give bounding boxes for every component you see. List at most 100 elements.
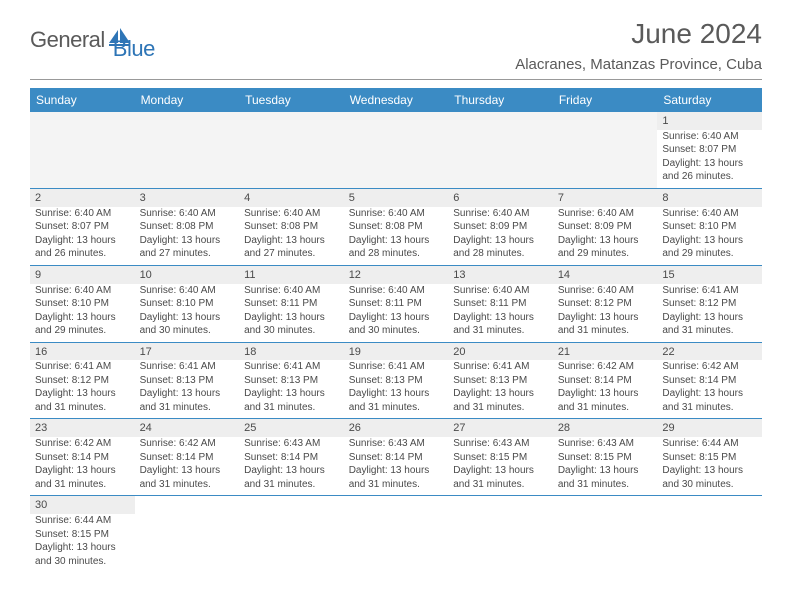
day-number: 13 (448, 266, 553, 284)
daylight-line: Daylight: 13 hours and 31 minutes. (558, 311, 653, 338)
day-details: Sunrise: 6:40 AMSunset: 8:09 PMDaylight:… (558, 207, 653, 261)
calendar-day-cell: 20Sunrise: 6:41 AMSunset: 8:13 PMDayligh… (448, 342, 553, 419)
sunset-line: Sunset: 8:13 PM (244, 374, 339, 388)
calendar-week-row: 30Sunrise: 6:44 AMSunset: 8:15 PMDayligh… (30, 496, 762, 572)
sunset-line: Sunset: 8:15 PM (35, 528, 130, 542)
day-details: Sunrise: 6:40 AMSunset: 8:10 PMDaylight:… (35, 284, 130, 338)
sunrise-line: Sunrise: 6:40 AM (662, 130, 757, 144)
weekday-header: Saturday (657, 88, 762, 112)
sunrise-line: Sunrise: 6:40 AM (349, 284, 444, 298)
day-number: 22 (657, 343, 762, 361)
sunrise-line: Sunrise: 6:40 AM (453, 284, 548, 298)
calendar-day-cell: 28Sunrise: 6:43 AMSunset: 8:15 PMDayligh… (553, 419, 658, 496)
sunset-line: Sunset: 8:14 PM (558, 374, 653, 388)
sunset-line: Sunset: 8:13 PM (453, 374, 548, 388)
daylight-line: Daylight: 13 hours and 31 minutes. (453, 311, 548, 338)
weekday-header: Thursday (448, 88, 553, 112)
day-details: Sunrise: 6:44 AMSunset: 8:15 PMDaylight:… (662, 437, 757, 491)
daylight-line: Daylight: 13 hours and 31 minutes. (140, 387, 235, 414)
calendar-day-cell (553, 112, 658, 188)
calendar-day-cell: 12Sunrise: 6:40 AMSunset: 8:11 PMDayligh… (344, 265, 449, 342)
sunset-line: Sunset: 8:14 PM (349, 451, 444, 465)
daylight-line: Daylight: 13 hours and 29 minutes. (35, 311, 130, 338)
daylight-line: Daylight: 13 hours and 26 minutes. (662, 157, 757, 184)
sunrise-line: Sunrise: 6:41 AM (662, 284, 757, 298)
daylight-line: Daylight: 13 hours and 31 minutes. (662, 311, 757, 338)
daylight-line: Daylight: 13 hours and 31 minutes. (244, 464, 339, 491)
day-number: 12 (344, 266, 449, 284)
day-number: 14 (553, 266, 658, 284)
weekday-header: Monday (135, 88, 240, 112)
calendar-day-cell (239, 112, 344, 188)
day-number: 29 (657, 419, 762, 437)
daylight-line: Daylight: 13 hours and 30 minutes. (662, 464, 757, 491)
calendar-day-cell: 1Sunrise: 6:40 AMSunset: 8:07 PMDaylight… (657, 112, 762, 188)
daylight-line: Daylight: 13 hours and 31 minutes. (453, 464, 548, 491)
day-number: 9 (30, 266, 135, 284)
header-divider (30, 79, 762, 80)
calendar-day-cell: 15Sunrise: 6:41 AMSunset: 8:12 PMDayligh… (657, 265, 762, 342)
day-details: Sunrise: 6:43 AMSunset: 8:14 PMDaylight:… (349, 437, 444, 491)
day-number: 11 (239, 266, 344, 284)
day-number: 18 (239, 343, 344, 361)
calendar-day-cell: 4Sunrise: 6:40 AMSunset: 8:08 PMDaylight… (239, 188, 344, 265)
sunrise-line: Sunrise: 6:40 AM (244, 207, 339, 221)
sunrise-line: Sunrise: 6:40 AM (349, 207, 444, 221)
calendar-day-cell: 26Sunrise: 6:43 AMSunset: 8:14 PMDayligh… (344, 419, 449, 496)
daylight-line: Daylight: 13 hours and 31 minutes. (662, 387, 757, 414)
daylight-line: Daylight: 13 hours and 30 minutes. (244, 311, 339, 338)
day-number: 4 (239, 189, 344, 207)
daylight-line: Daylight: 13 hours and 26 minutes. (35, 234, 130, 261)
day-number: 20 (448, 343, 553, 361)
sunrise-line: Sunrise: 6:40 AM (453, 207, 548, 221)
daylight-line: Daylight: 13 hours and 31 minutes. (453, 387, 548, 414)
daylight-line: Daylight: 13 hours and 31 minutes. (558, 464, 653, 491)
daylight-line: Daylight: 13 hours and 29 minutes. (662, 234, 757, 261)
sunrise-line: Sunrise: 6:42 AM (35, 437, 130, 451)
day-details: Sunrise: 6:40 AMSunset: 8:08 PMDaylight:… (244, 207, 339, 261)
day-number: 15 (657, 266, 762, 284)
calendar-body: 1Sunrise: 6:40 AMSunset: 8:07 PMDaylight… (30, 112, 762, 572)
calendar-day-cell (135, 112, 240, 188)
day-number: 5 (344, 189, 449, 207)
sunset-line: Sunset: 8:10 PM (662, 220, 757, 234)
sunset-line: Sunset: 8:07 PM (662, 143, 757, 157)
day-number: 30 (30, 496, 135, 514)
day-number: 28 (553, 419, 658, 437)
calendar-day-cell: 24Sunrise: 6:42 AMSunset: 8:14 PMDayligh… (135, 419, 240, 496)
calendar-week-row: 16Sunrise: 6:41 AMSunset: 8:12 PMDayligh… (30, 342, 762, 419)
day-details: Sunrise: 6:43 AMSunset: 8:15 PMDaylight:… (453, 437, 548, 491)
day-number: 21 (553, 343, 658, 361)
calendar-day-cell: 9Sunrise: 6:40 AMSunset: 8:10 PMDaylight… (30, 265, 135, 342)
day-number: 10 (135, 266, 240, 284)
sunset-line: Sunset: 8:09 PM (558, 220, 653, 234)
sunset-line: Sunset: 8:09 PM (453, 220, 548, 234)
sunrise-line: Sunrise: 6:42 AM (558, 360, 653, 374)
daylight-line: Daylight: 13 hours and 31 minutes. (35, 464, 130, 491)
weekday-header: Friday (553, 88, 658, 112)
sunset-line: Sunset: 8:11 PM (244, 297, 339, 311)
daylight-line: Daylight: 13 hours and 31 minutes. (35, 387, 130, 414)
day-number: 17 (135, 343, 240, 361)
sunrise-line: Sunrise: 6:40 AM (558, 207, 653, 221)
day-details: Sunrise: 6:40 AMSunset: 8:07 PMDaylight:… (662, 130, 757, 184)
sunset-line: Sunset: 8:08 PM (244, 220, 339, 234)
sunrise-line: Sunrise: 6:41 AM (453, 360, 548, 374)
sunrise-line: Sunrise: 6:40 AM (35, 284, 130, 298)
sunrise-line: Sunrise: 6:41 AM (140, 360, 235, 374)
day-details: Sunrise: 6:42 AMSunset: 8:14 PMDaylight:… (662, 360, 757, 414)
sunrise-line: Sunrise: 6:43 AM (558, 437, 653, 451)
sunrise-line: Sunrise: 6:40 AM (140, 284, 235, 298)
calendar-day-cell: 30Sunrise: 6:44 AMSunset: 8:15 PMDayligh… (30, 496, 135, 572)
sunrise-line: Sunrise: 6:42 AM (662, 360, 757, 374)
day-details: Sunrise: 6:40 AMSunset: 8:10 PMDaylight:… (662, 207, 757, 261)
logo-text-blue: Blue (113, 36, 155, 62)
calendar-day-cell: 27Sunrise: 6:43 AMSunset: 8:15 PMDayligh… (448, 419, 553, 496)
sunrise-line: Sunrise: 6:44 AM (662, 437, 757, 451)
sunset-line: Sunset: 8:15 PM (558, 451, 653, 465)
weekday-header: Wednesday (344, 88, 449, 112)
sunset-line: Sunset: 8:08 PM (140, 220, 235, 234)
calendar-day-cell: 17Sunrise: 6:41 AMSunset: 8:13 PMDayligh… (135, 342, 240, 419)
day-details: Sunrise: 6:40 AMSunset: 8:08 PMDaylight:… (140, 207, 235, 261)
daylight-line: Daylight: 13 hours and 28 minutes. (349, 234, 444, 261)
